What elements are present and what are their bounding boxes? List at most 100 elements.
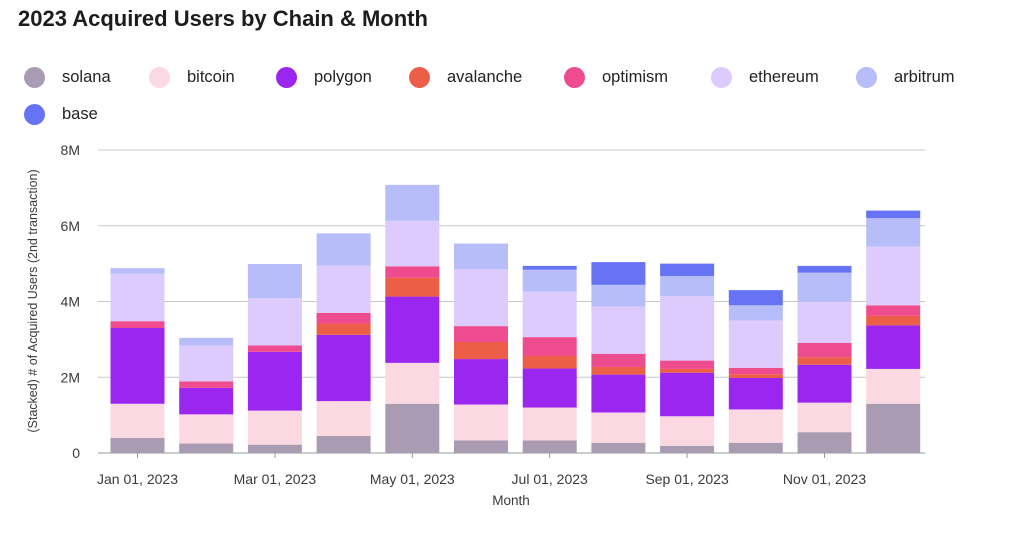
bar-segment-ethereum <box>591 306 646 354</box>
x-tick-label: Nov 01, 2023 <box>783 471 866 487</box>
bar-segment-bitcoin <box>797 402 852 433</box>
bar-segment-arbitrum <box>454 243 508 270</box>
y-tick-label: 2M <box>61 369 80 385</box>
bar-segment-avalanche <box>522 356 577 369</box>
legend-label: avalanche <box>447 67 523 86</box>
bar-segment-bitcoin <box>179 414 234 444</box>
bar-segment-arbitrum <box>522 269 577 292</box>
legend-swatch <box>276 66 297 88</box>
bar-segment-polygon <box>179 387 234 415</box>
legend-swatch <box>856 66 877 88</box>
bar-segment-ethereum <box>866 246 921 306</box>
bar-segment-ethereum <box>454 269 508 327</box>
bar-segment-optimism <box>797 342 852 358</box>
bar-segment-bitcoin <box>316 401 371 436</box>
legend-item-base[interactable]: base <box>24 101 98 127</box>
bar-segment-ethereum <box>179 345 234 382</box>
bar-segment-polygon <box>660 372 715 417</box>
bar-segment-solana <box>316 435 371 453</box>
bar-segment-solana <box>866 403 921 453</box>
bar-segment-solana <box>247 444 302 453</box>
legend-item-bitcoin[interactable]: bitcoin <box>149 64 235 90</box>
bar-stack-2023-10 <box>728 290 783 453</box>
bar-stack-2023-11 <box>797 265 852 453</box>
bar-segment-base <box>522 265 577 270</box>
x-tick-label: Jan 01, 2023 <box>97 471 178 487</box>
bar-segment-solana <box>179 443 234 453</box>
x-tick-label: Mar 01, 2023 <box>234 471 317 487</box>
bar-segment-bitcoin <box>866 368 921 404</box>
bar-segment-arbitrum <box>866 218 921 247</box>
legend-item-avalanche[interactable]: avalanche <box>409 64 522 90</box>
legend-label: bitcoin <box>187 67 235 86</box>
legend-label: ethereum <box>749 67 819 86</box>
bar-segment-ethereum <box>728 320 783 368</box>
legend-item-arbitrum[interactable]: arbitrum <box>856 64 955 90</box>
legend-label: optimism <box>602 67 669 86</box>
bar-segment-avalanche <box>454 342 508 360</box>
bar-segment-optimism <box>522 337 577 357</box>
bar-segment-optimism <box>728 367 783 375</box>
bar-segment-bitcoin <box>522 407 577 441</box>
bar-stack-2023-12 <box>866 210 921 453</box>
bar-segment-avalanche <box>385 277 440 297</box>
bar-segment-optimism <box>110 321 165 329</box>
chart-title: 2023 Acquired Users by Chain & Month <box>18 6 428 31</box>
legend-swatch <box>149 66 170 88</box>
y-tick-label: 8M <box>61 142 80 158</box>
bar-segment-bitcoin <box>454 404 508 441</box>
bar-stack-2023-04 <box>316 233 371 453</box>
legend-swatch <box>409 66 430 88</box>
bar-segment-bitcoin <box>385 362 440 404</box>
bar-segment-arbitrum <box>591 284 646 307</box>
bar-segment-polygon <box>591 374 646 413</box>
legend-label: base <box>62 104 98 123</box>
bar-segment-base <box>797 265 852 273</box>
legend-item-ethereum[interactable]: ethereum <box>711 64 819 90</box>
x-axis-title: Month <box>492 493 530 508</box>
bar-segment-optimism <box>247 345 302 352</box>
bar-segment-polygon <box>385 296 440 363</box>
x-tick-label: May 01, 2023 <box>370 471 455 487</box>
legend-swatch <box>24 66 45 88</box>
legend-swatch <box>711 66 732 88</box>
bar-segment-ethereum <box>522 291 577 338</box>
legend-item-optimism[interactable]: optimism <box>564 64 668 90</box>
bar-segment-avalanche <box>866 315 921 326</box>
bar-segment-solana <box>522 440 577 453</box>
bar-segment-base <box>866 210 921 219</box>
bar-segment-solana <box>660 445 715 453</box>
legend-label: solana <box>62 67 111 86</box>
bar-segment-arbitrum <box>660 276 715 297</box>
bar-segment-base <box>728 290 783 306</box>
bar-segment-optimism <box>179 381 234 388</box>
bar-segment-polygon <box>797 364 852 403</box>
bar-segment-bitcoin <box>660 416 715 446</box>
bar-segment-solana <box>110 437 165 453</box>
bar-stack-2023-03 <box>247 264 302 453</box>
legend-item-polygon[interactable]: polygon <box>276 64 372 90</box>
bar-segment-polygon <box>522 368 577 408</box>
bar-segment-avalanche <box>728 374 783 379</box>
bar-segment-ethereum <box>247 298 302 346</box>
bar-segment-optimism <box>591 353 646 368</box>
bar-segment-ethereum <box>316 265 371 313</box>
bar-segment-bitcoin <box>591 412 646 443</box>
y-tick-label: 6M <box>61 218 80 234</box>
bar-segment-arbitrum <box>728 305 783 321</box>
bar-segment-polygon <box>866 325 921 369</box>
legend-item-solana[interactable]: solana <box>24 64 111 90</box>
bar-segment-arbitrum <box>110 268 165 274</box>
bar-stack-2023-06 <box>454 243 508 453</box>
bar-stack-2023-02 <box>179 337 234 453</box>
bar-segment-bitcoin <box>247 410 302 445</box>
bar-segment-avalanche <box>591 367 646 375</box>
bar-segment-ethereum <box>385 220 440 267</box>
bar-segment-solana <box>385 403 440 453</box>
bar-segment-ethereum <box>797 301 852 343</box>
bar-segment-solana <box>591 442 646 453</box>
bar-segment-polygon <box>247 351 302 411</box>
bar-segment-polygon <box>110 328 165 404</box>
bar-segment-optimism <box>385 266 440 278</box>
bar-segment-ethereum <box>110 273 165 322</box>
